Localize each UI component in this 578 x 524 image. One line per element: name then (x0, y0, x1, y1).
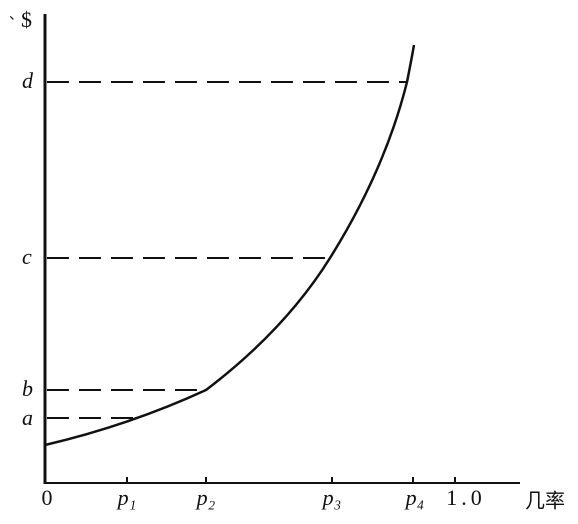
x-tick-label: p₂ (195, 485, 216, 510)
curve (44, 44, 416, 447)
y-axis-label: $ (21, 7, 32, 32)
y-tick-label: d (22, 68, 34, 93)
label-mark: 、 (9, 8, 23, 23)
dashed-levels (47, 81, 407, 419)
y-tick-label: b (22, 376, 33, 401)
y-tick-label: c (22, 244, 32, 269)
y-tick-label: a (22, 405, 33, 430)
x-tick-label: p₁ (116, 485, 137, 510)
x-tick-label: 1.0 (446, 485, 486, 510)
x-axis-label: 几率 (525, 489, 565, 513)
x-tick-label: p₃ (321, 485, 342, 510)
x-tick-label: 0 (42, 485, 53, 510)
x-tick-label: p₄ (404, 485, 425, 510)
x-tick-marks (126, 477, 456, 483)
